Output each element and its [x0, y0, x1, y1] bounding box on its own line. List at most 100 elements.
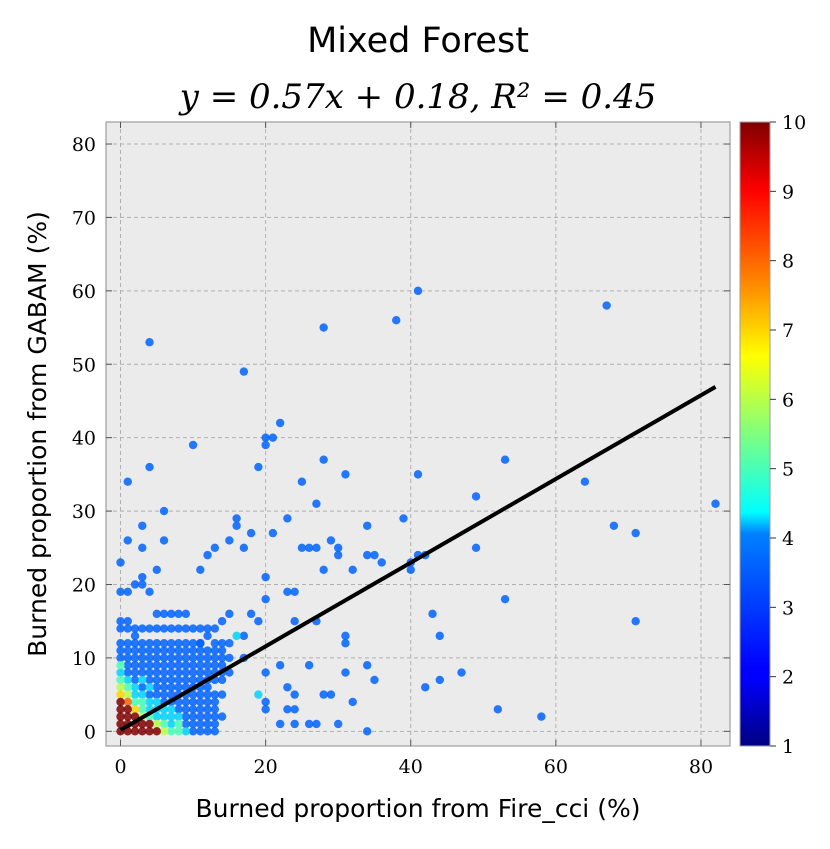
data-point	[174, 639, 183, 648]
data-point	[363, 550, 372, 560]
data-point	[377, 558, 386, 567]
data-point	[159, 653, 169, 663]
data-point	[167, 668, 176, 677]
data-point	[123, 661, 132, 670]
data-point	[123, 639, 132, 648]
data-point	[174, 646, 183, 655]
data-point	[167, 609, 176, 619]
data-point	[188, 727, 198, 736]
data-point	[319, 323, 328, 332]
data-point	[217, 690, 227, 699]
data-point	[181, 727, 191, 736]
data-point	[363, 661, 372, 670]
plot-frame	[105, 121, 731, 747]
data-point	[363, 727, 372, 736]
data-point	[246, 609, 256, 619]
data-point	[319, 455, 328, 464]
data-point	[341, 668, 350, 677]
data-point	[210, 543, 220, 552]
data-point	[181, 624, 191, 633]
y-tick-label: 10	[72, 648, 96, 670]
data-point	[152, 565, 161, 575]
data-point	[203, 550, 212, 560]
data-point	[297, 543, 307, 552]
colorbar-tick-label: 7	[782, 320, 794, 342]
colorbar-tick-label: 6	[782, 389, 794, 411]
data-point	[217, 661, 227, 670]
data-point	[203, 646, 212, 655]
data-point	[225, 653, 234, 663]
data-point	[116, 675, 125, 685]
data-point	[261, 705, 270, 714]
data-point	[159, 675, 169, 685]
data-point	[225, 609, 234, 619]
data-point	[152, 653, 161, 663]
data-point	[196, 661, 205, 670]
data-point	[196, 727, 205, 736]
data-point	[268, 433, 278, 442]
data-point	[435, 631, 444, 641]
data-point	[500, 594, 510, 604]
data-point	[348, 565, 357, 575]
data-point	[268, 528, 278, 538]
data-point	[130, 668, 140, 677]
data-point	[138, 668, 147, 677]
data-point	[290, 587, 299, 597]
data-point	[181, 705, 191, 714]
y-tick-label: 80	[72, 134, 96, 156]
data-point	[304, 661, 314, 670]
data-point	[123, 705, 132, 714]
data-point	[261, 697, 270, 707]
data-point	[130, 697, 140, 707]
data-point	[188, 697, 198, 707]
data-point	[138, 690, 147, 699]
data-point	[580, 477, 590, 486]
data-point	[421, 683, 430, 692]
data-point	[123, 697, 132, 707]
data-point	[181, 609, 191, 619]
data-point	[290, 719, 299, 729]
data-point	[370, 550, 379, 560]
data-point	[174, 675, 183, 685]
data-point	[174, 609, 183, 619]
data-point	[392, 316, 401, 325]
data-point	[312, 499, 321, 508]
data-point	[159, 661, 169, 670]
data-point	[138, 705, 147, 714]
data-point	[145, 719, 154, 729]
data-point	[188, 639, 198, 648]
y-tick-label: 50	[72, 354, 96, 376]
data-point	[130, 631, 140, 641]
data-point	[203, 653, 212, 663]
data-point	[203, 631, 212, 641]
data-point	[188, 675, 198, 685]
axis-ticks: 0 20 40 60 80 0 10 20 30 40 50 60 70 80	[72, 122, 730, 778]
data-point	[217, 712, 227, 721]
data-point	[217, 639, 227, 648]
data-point	[239, 631, 249, 641]
data-point	[363, 521, 372, 530]
data-point	[138, 580, 147, 589]
data-point	[159, 624, 169, 633]
data-point	[609, 521, 619, 530]
data-point	[123, 653, 132, 663]
data-point	[174, 653, 183, 663]
data-point	[167, 690, 176, 699]
data-point	[471, 492, 481, 501]
data-point	[145, 462, 154, 472]
x-tick-label: 0	[114, 756, 126, 778]
data-point	[602, 301, 611, 310]
data-point	[138, 646, 147, 655]
data-point	[159, 668, 169, 677]
colorbar-ticks: 1 2 3 4 5 6 7 8 9 10	[770, 112, 806, 758]
data-point	[130, 727, 140, 736]
data-point	[159, 536, 169, 545]
data-point	[174, 719, 183, 729]
data-point	[341, 470, 350, 479]
data-point	[167, 719, 176, 729]
data-point	[203, 661, 212, 670]
data-point	[138, 719, 147, 729]
data-point	[159, 683, 169, 692]
data-point	[159, 646, 169, 655]
data-point	[174, 624, 183, 633]
